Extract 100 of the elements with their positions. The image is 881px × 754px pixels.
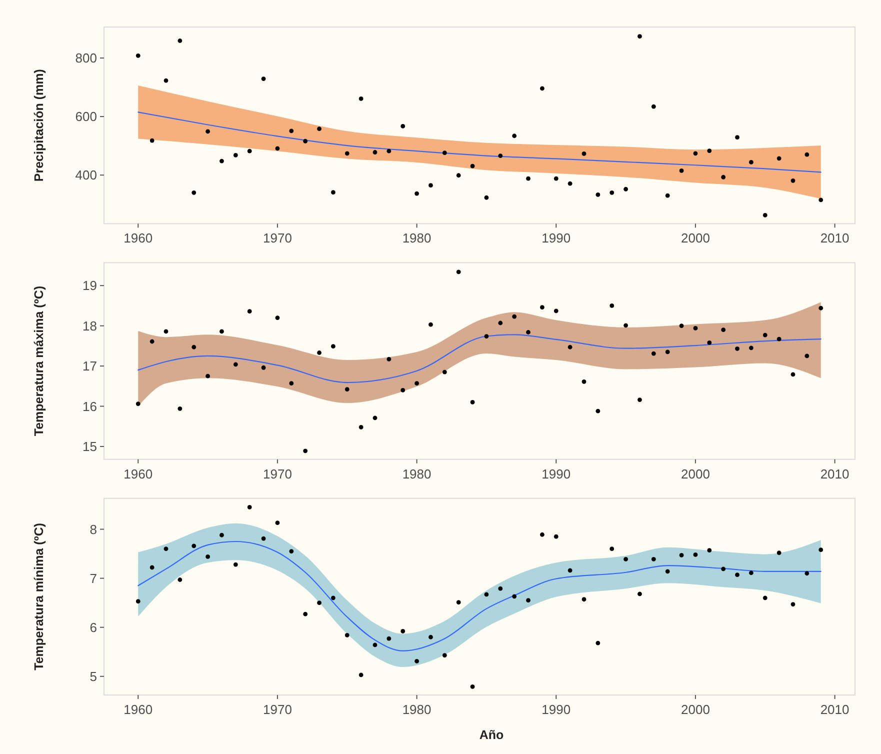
point <box>456 173 461 178</box>
point <box>651 556 656 562</box>
point <box>289 381 294 386</box>
point <box>610 304 614 308</box>
point <box>344 151 350 156</box>
point <box>275 316 280 320</box>
point <box>414 381 419 386</box>
point <box>721 328 726 332</box>
x-tick-label: 1980 <box>402 230 432 246</box>
point <box>790 178 796 183</box>
point <box>428 634 433 640</box>
point <box>192 190 196 195</box>
point <box>400 388 406 392</box>
point <box>178 578 182 582</box>
point <box>693 326 698 330</box>
point <box>582 152 586 156</box>
point <box>331 596 336 600</box>
point <box>749 570 754 576</box>
x-tick-label: 2010 <box>820 230 850 246</box>
x-tick-label: 2010 <box>820 466 850 482</box>
point <box>220 329 224 334</box>
point <box>638 34 642 39</box>
line-series <box>138 540 822 652</box>
y-axis-title: Temperatura mínima (ºC) <box>32 522 46 670</box>
point <box>358 96 364 101</box>
line-series <box>138 112 822 173</box>
point <box>233 362 238 367</box>
point <box>540 532 544 537</box>
y-tick-label: 19 <box>82 278 97 294</box>
point <box>470 400 475 404</box>
point <box>818 306 824 310</box>
point <box>344 632 350 638</box>
y-tick-label: 7 <box>90 570 97 586</box>
point <box>554 308 558 314</box>
point <box>749 346 754 350</box>
point <box>428 322 433 327</box>
point <box>470 164 475 168</box>
point <box>776 550 782 555</box>
point <box>721 174 726 180</box>
point <box>386 148 392 154</box>
x-tick-label: 1980 <box>402 466 432 482</box>
point <box>386 356 392 362</box>
point <box>804 354 810 358</box>
y-tick-label: 5 <box>90 668 97 684</box>
point <box>735 346 740 351</box>
point <box>220 158 224 164</box>
point <box>442 653 447 658</box>
point <box>484 592 489 597</box>
point <box>206 129 210 134</box>
y-tick-label: 17 <box>82 358 97 374</box>
point <box>707 548 712 553</box>
point <box>512 134 517 138</box>
point <box>261 365 266 370</box>
point <box>331 344 336 349</box>
point <box>317 350 322 355</box>
x-tick-label: 2000 <box>681 466 710 482</box>
point <box>386 636 392 641</box>
point <box>428 183 433 188</box>
point <box>400 124 406 128</box>
point <box>651 351 656 356</box>
x-tick-label: 2010 <box>820 702 850 717</box>
y-tick-label: 15 <box>82 439 97 454</box>
point <box>818 548 824 552</box>
point <box>568 344 572 350</box>
point <box>790 602 796 606</box>
point <box>721 566 726 572</box>
point <box>512 314 517 319</box>
x-tick-label: 2000 <box>681 702 710 717</box>
point <box>275 146 280 151</box>
point <box>261 76 266 81</box>
point <box>150 138 154 143</box>
x-tick-label: 2000 <box>681 230 710 246</box>
point <box>442 150 447 156</box>
point <box>220 532 224 538</box>
point <box>554 534 558 539</box>
point <box>526 598 530 603</box>
y-tick-label: 8 <box>90 522 97 537</box>
point <box>624 556 628 562</box>
point <box>818 198 824 202</box>
point <box>679 324 684 328</box>
point <box>247 148 252 154</box>
point <box>735 572 740 578</box>
x-tick-label: 1980 <box>402 702 432 717</box>
point <box>540 305 544 310</box>
y-tick-label: 600 <box>75 109 97 124</box>
point <box>192 544 196 548</box>
point <box>233 152 238 158</box>
y-tick-label: 800 <box>75 50 97 66</box>
y-tick-label: 6 <box>90 620 97 635</box>
point <box>192 344 196 350</box>
point <box>679 168 684 173</box>
point <box>776 336 782 342</box>
point <box>526 330 530 334</box>
point <box>164 546 168 552</box>
point <box>610 546 614 552</box>
point <box>414 191 419 196</box>
x-tick-label: 1960 <box>124 230 153 246</box>
point <box>735 135 740 140</box>
point <box>498 154 503 158</box>
y-tick-label: 400 <box>75 168 97 183</box>
